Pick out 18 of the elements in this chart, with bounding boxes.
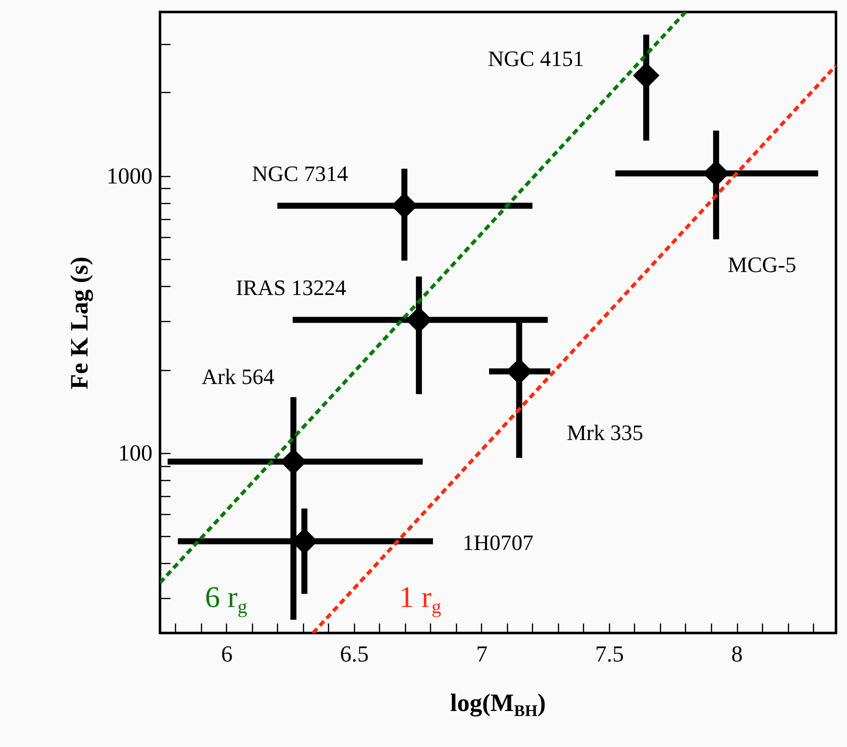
x-tick-label: 7: [476, 642, 488, 666]
annotation: Ark 564: [202, 364, 274, 389]
x-axis-title: log(M$_{BH}$): [450, 690, 546, 720]
x-tick-label: 8: [731, 642, 743, 666]
annotation: IRAS 13224: [236, 275, 346, 300]
annotation: 1H0707: [462, 530, 534, 555]
y-tick-label: 1000: [106, 163, 152, 188]
annotation: NGC 4151: [488, 46, 584, 71]
annotation: MCG-5: [728, 252, 796, 277]
annotation: NGC 7314: [252, 161, 348, 186]
x-tick-label: 6.5: [340, 642, 369, 666]
x-tick-label: 6: [221, 642, 233, 666]
y-axis-title: Fe K Lag (s): [66, 256, 94, 390]
series-label: 6 r$_{g}$: [205, 580, 248, 618]
annotation: Mrk 335: [566, 420, 644, 445]
series-label: 1 r$_{g}$: [399, 581, 442, 618]
y-tick-label: 100: [118, 440, 152, 466]
x-tick-label: 7.5: [595, 642, 624, 666]
